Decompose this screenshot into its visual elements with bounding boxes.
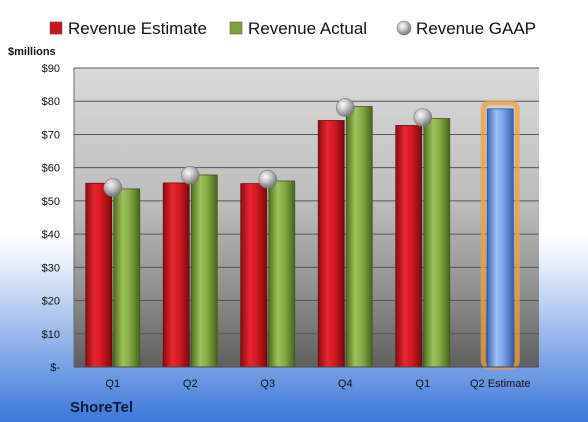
y-tick-label: $30: [42, 262, 60, 274]
gridlines: [74, 67, 539, 368]
revenue-actual-bar: [113, 188, 141, 368]
revenue-estimate-bar: [240, 183, 268, 368]
revenue-estimate-bar: [317, 120, 345, 368]
y-tick-label: $60: [42, 163, 60, 175]
revenue-gaap-marker: [258, 169, 278, 189]
legend-label: Revenue Actual: [248, 19, 367, 38]
revenue-actual-bar: [345, 106, 373, 368]
revenue-gaap-marker: [413, 108, 433, 127]
legend-swatch: [229, 21, 243, 35]
revenue-gaap-marker: [180, 166, 200, 185]
revenue-estimate-bar: [162, 182, 190, 368]
x-tick-label: Q1: [105, 378, 120, 390]
x-tick-label: Q3: [260, 378, 275, 390]
gaap-markers: [103, 98, 433, 197]
x-axis-ticks: Q1 Q2 Q3 Q4 Q1 Q2 Estimate: [105, 378, 530, 390]
y-tick-label: $90: [42, 63, 60, 75]
plot-area: [74, 68, 539, 367]
x-tick-label: Q2 Estimate: [470, 378, 531, 390]
x-tick-label: Q4: [338, 378, 353, 390]
legend-swatch: [49, 21, 63, 35]
x-tick-label: Q1: [415, 378, 430, 390]
y-tick-label: $10: [42, 329, 60, 341]
y-tick-label: $70: [42, 129, 60, 141]
revenue-actual-bar: [268, 180, 296, 368]
y-tick-label: $50: [42, 196, 60, 208]
revenue-estimate-forecast-bar: [486, 108, 514, 368]
revenue-actual-bar: [190, 174, 218, 368]
y-tick-label: $20: [42, 296, 60, 308]
revenue-gaap-marker: [335, 98, 355, 117]
legend-label: Revenue Estimate: [68, 19, 207, 38]
legend-swatch-gaap: [396, 20, 412, 36]
company-name: ShoreTel: [70, 399, 133, 416]
y-tick-label: $40: [42, 229, 60, 241]
bars: [85, 100, 520, 370]
x-tick-label: Q2: [183, 378, 198, 390]
revenue-estimate-bar: [395, 125, 423, 368]
y-axis-ticks: $- $10 $20 $30 $40 $50 $60 $70 $80 $90: [42, 63, 61, 374]
legend-label: Revenue GAAP: [416, 19, 536, 38]
revenue-gaap-marker: [103, 178, 123, 197]
revenue-estimate-bar: [85, 182, 113, 368]
y-tick-label: $-: [50, 362, 60, 374]
y-tick-label: $80: [42, 96, 60, 108]
legend: Revenue Estimate Revenue Actual Revenue GA…: [49, 19, 536, 38]
revenue-actual-bar: [423, 118, 451, 368]
y-unit-label: $millions: [8, 46, 56, 58]
